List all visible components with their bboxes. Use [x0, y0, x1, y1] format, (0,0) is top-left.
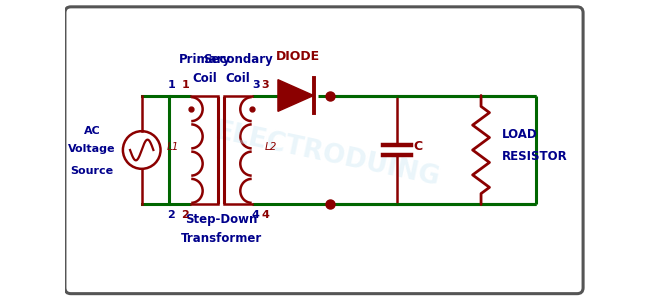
Text: Step-Down: Step-Down	[185, 213, 257, 226]
Text: L1: L1	[166, 142, 179, 152]
FancyBboxPatch shape	[65, 7, 583, 294]
Text: 1: 1	[181, 80, 189, 90]
Text: L2: L2	[265, 142, 277, 152]
Text: C: C	[413, 140, 422, 153]
Text: Coil: Coil	[226, 72, 250, 85]
Text: LOAD: LOAD	[502, 128, 538, 141]
Text: AC: AC	[84, 126, 101, 136]
Text: Source: Source	[71, 166, 114, 176]
Text: 3: 3	[252, 80, 259, 90]
Polygon shape	[278, 80, 313, 111]
Text: 2: 2	[168, 210, 176, 220]
Text: ELECTRODUING: ELECTRODUING	[213, 118, 443, 191]
Text: 4: 4	[252, 210, 259, 220]
Text: Primary: Primary	[179, 53, 231, 66]
Text: 2: 2	[181, 210, 189, 220]
Text: RESISTOR: RESISTOR	[502, 150, 567, 163]
Text: 1: 1	[168, 80, 176, 90]
Text: 4: 4	[261, 210, 270, 220]
Text: Coil: Coil	[192, 72, 217, 85]
Text: Secondary: Secondary	[203, 53, 273, 66]
Text: 3: 3	[262, 80, 269, 90]
Text: DIODE: DIODE	[276, 50, 320, 63]
Text: Voltage: Voltage	[68, 145, 116, 154]
Text: Transformer: Transformer	[181, 232, 262, 244]
